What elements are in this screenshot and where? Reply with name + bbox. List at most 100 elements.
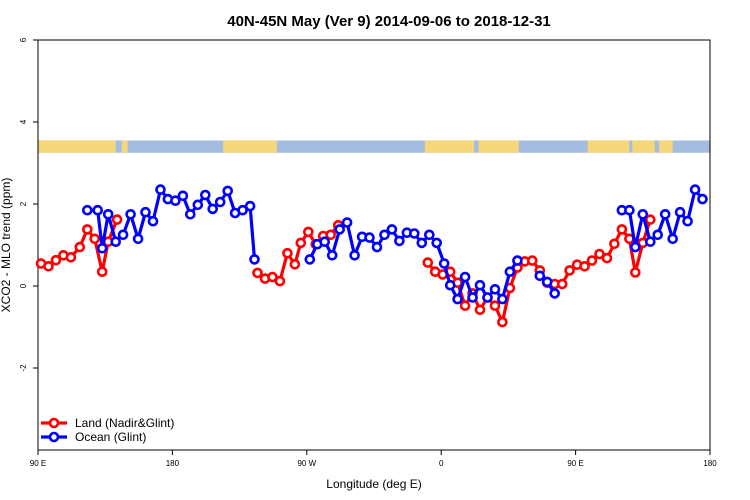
data-point bbox=[140, 206, 151, 218]
legend-label: Land (Nadir&Glint) bbox=[75, 416, 174, 430]
data-point bbox=[659, 209, 671, 220]
data-point bbox=[82, 204, 93, 216]
data-point bbox=[489, 283, 501, 295]
data-point bbox=[111, 214, 123, 225]
data-point bbox=[644, 214, 656, 225]
data-point bbox=[556, 278, 568, 290]
data-point bbox=[609, 238, 620, 250]
data-point bbox=[185, 209, 196, 220]
series-layer bbox=[35, 184, 708, 328]
data-point bbox=[379, 229, 390, 241]
legend-marker bbox=[48, 417, 60, 429]
data-point bbox=[586, 255, 598, 266]
x-tick-label: 180 bbox=[703, 459, 717, 468]
data-point bbox=[697, 193, 708, 205]
ocean-band bbox=[38, 140, 710, 153]
data-point bbox=[644, 236, 656, 247]
data-point bbox=[474, 279, 486, 291]
data-point bbox=[579, 260, 590, 272]
data-point bbox=[601, 252, 613, 264]
y-tick-label: 4 bbox=[19, 119, 28, 124]
data-point bbox=[637, 209, 649, 220]
data-point bbox=[504, 266, 516, 278]
data-point bbox=[74, 241, 86, 253]
data-point bbox=[50, 254, 62, 266]
data-point bbox=[408, 228, 420, 239]
data-point bbox=[497, 316, 508, 328]
y-tick-label: 6 bbox=[19, 37, 28, 42]
data-point bbox=[564, 265, 575, 276]
x-tick-label: 90 E bbox=[30, 459, 46, 468]
data-point bbox=[177, 190, 189, 202]
data-point bbox=[302, 226, 314, 238]
data-point bbox=[319, 236, 331, 247]
y-tick-label: 0 bbox=[19, 283, 28, 288]
data-point bbox=[267, 271, 278, 283]
land-band bbox=[587, 140, 630, 153]
data-point bbox=[431, 237, 443, 249]
data-point bbox=[629, 241, 641, 253]
data-point bbox=[326, 250, 338, 261]
data-point bbox=[616, 224, 628, 235]
legend-label: Ocean (Glint) bbox=[75, 430, 146, 444]
series-line bbox=[621, 188, 704, 249]
data-point bbox=[96, 266, 108, 278]
data-point bbox=[282, 247, 293, 259]
data-point bbox=[364, 232, 375, 243]
data-point bbox=[422, 257, 434, 268]
data-point bbox=[155, 184, 166, 195]
land-band bbox=[223, 140, 277, 153]
data-point bbox=[222, 185, 233, 197]
data-point bbox=[444, 279, 456, 291]
data-point bbox=[207, 203, 218, 215]
data-point bbox=[624, 204, 635, 216]
data-point bbox=[214, 196, 226, 208]
data-point bbox=[295, 237, 307, 249]
data-point bbox=[132, 233, 144, 245]
data-point bbox=[459, 300, 471, 312]
data-point bbox=[192, 199, 204, 211]
data-point bbox=[541, 276, 553, 288]
series-ocean bbox=[82, 184, 708, 305]
data-point bbox=[512, 255, 523, 266]
legend: Land (Nadir&Glint)Ocean (Glint) bbox=[41, 416, 174, 444]
data-point bbox=[249, 254, 260, 265]
data-point bbox=[289, 258, 301, 270]
x-axis-label: Longitude (deg E) bbox=[326, 477, 421, 491]
data-point bbox=[117, 229, 129, 241]
data-point bbox=[371, 241, 383, 253]
data-point bbox=[43, 260, 54, 272]
x-tick-label: 90 E bbox=[567, 459, 583, 468]
data-point bbox=[467, 292, 478, 303]
land-band bbox=[424, 140, 475, 153]
series-land bbox=[35, 214, 656, 328]
data-point bbox=[89, 233, 100, 245]
legend-marker bbox=[48, 431, 60, 443]
data-point bbox=[438, 258, 450, 269]
data-point bbox=[147, 215, 159, 227]
data-point bbox=[416, 237, 428, 249]
land-band bbox=[632, 140, 655, 153]
data-point bbox=[244, 200, 256, 212]
data-point bbox=[92, 204, 103, 216]
x-tick-label: 0 bbox=[439, 459, 444, 468]
data-point bbox=[452, 293, 463, 305]
data-point bbox=[689, 184, 701, 195]
data-point bbox=[304, 254, 316, 265]
land-band bbox=[38, 140, 116, 153]
y-axis-label: XCO2 - MLO trend (ppm) bbox=[0, 178, 13, 313]
data-point bbox=[82, 224, 93, 235]
data-point bbox=[252, 267, 263, 279]
data-point bbox=[110, 236, 121, 247]
y-tick-label: -2 bbox=[19, 364, 28, 372]
data-point bbox=[125, 209, 136, 220]
land-band bbox=[478, 140, 519, 153]
data-point bbox=[325, 229, 337, 241]
data-point bbox=[482, 292, 493, 303]
data-point bbox=[170, 195, 181, 206]
data-point bbox=[549, 288, 561, 299]
data-point bbox=[682, 215, 693, 227]
data-point bbox=[652, 229, 664, 241]
x-tick-label: 90 W bbox=[297, 459, 316, 468]
